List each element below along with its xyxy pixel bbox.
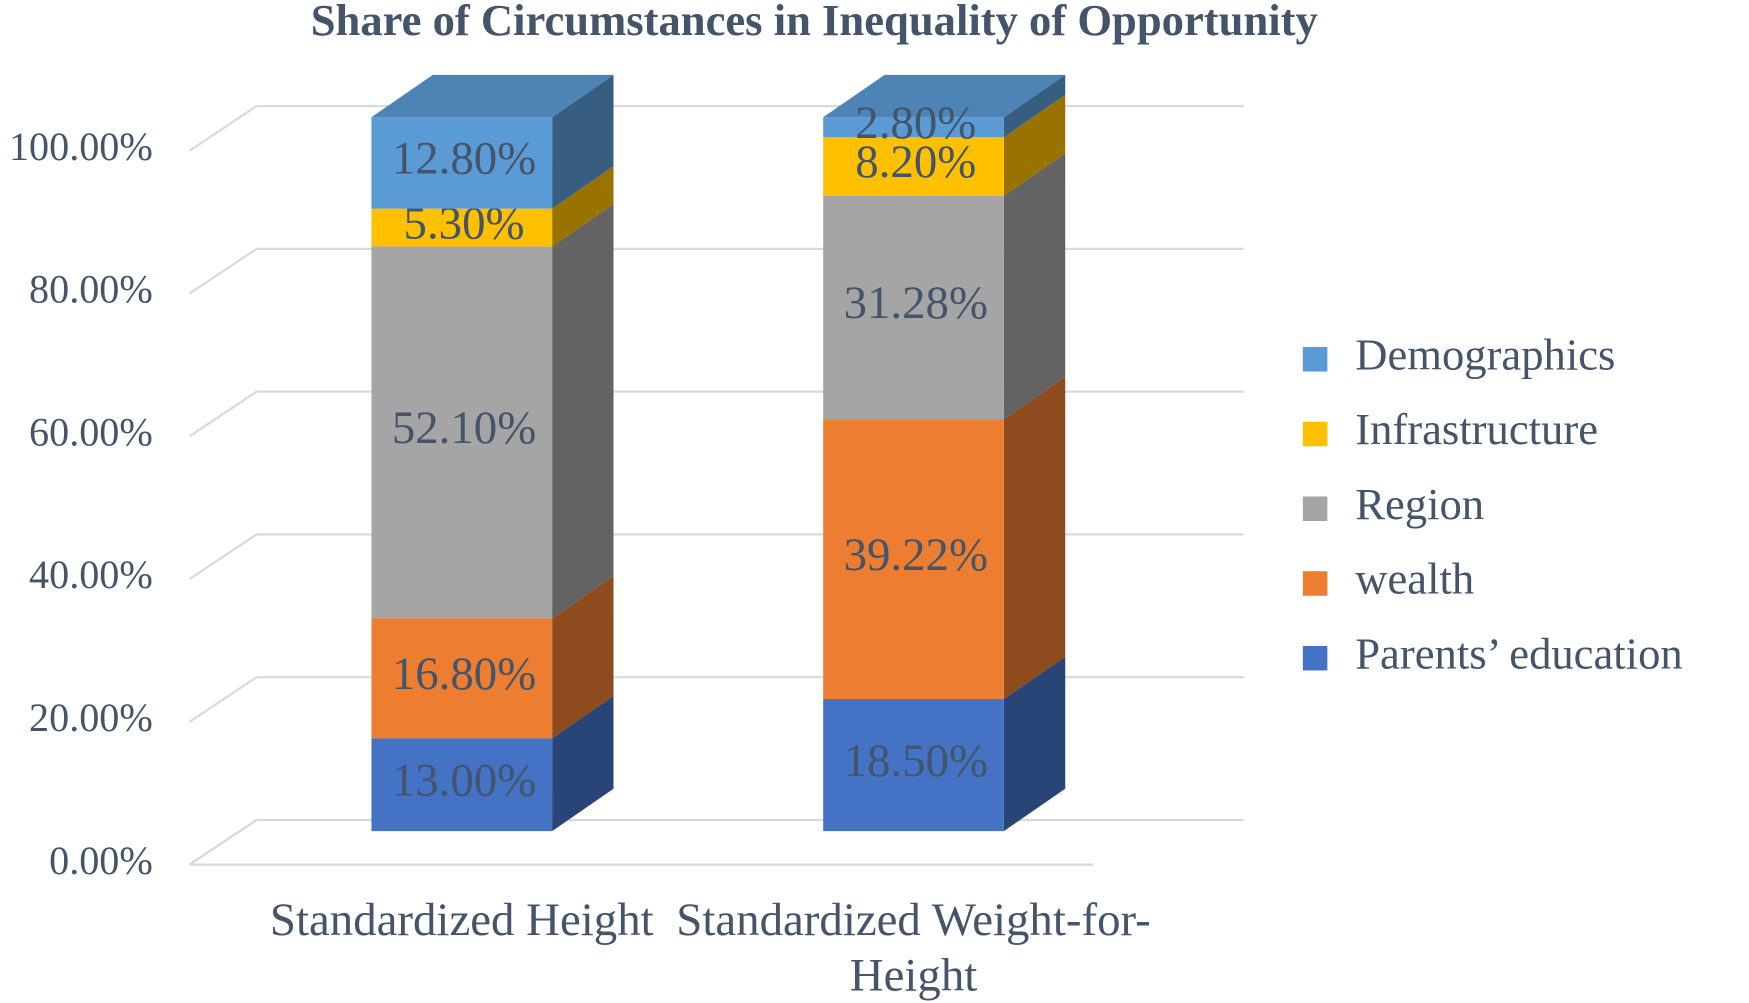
bar-side xyxy=(552,74,614,209)
bar xyxy=(371,117,553,209)
data-label: 31.28% xyxy=(844,277,988,329)
y-tick-label: 20.00% xyxy=(29,695,153,740)
bar-side xyxy=(1003,376,1066,700)
legend-label: wealth xyxy=(1355,554,1474,604)
x-tick-label: Standardized Weight-for-Height xyxy=(676,894,1151,1002)
data-label: 52.10% xyxy=(392,402,536,454)
grid-line-side xyxy=(189,819,258,866)
legend-label: Demographics xyxy=(1355,330,1615,380)
legend-swatch xyxy=(1302,571,1328,596)
bar xyxy=(823,699,1004,832)
bar-side xyxy=(552,166,614,247)
grid-line-side xyxy=(189,676,258,723)
x-tick-label-box: Standardized Weight-for-Height xyxy=(676,894,1151,1002)
grid-line-side xyxy=(189,247,258,295)
bar-side xyxy=(552,575,614,739)
data-label: 2.80% xyxy=(855,97,976,149)
data-label: 16.80% xyxy=(392,648,536,700)
bar xyxy=(371,738,553,832)
bar xyxy=(823,419,1004,700)
data-label: 39.22% xyxy=(844,529,988,581)
legend-swatch xyxy=(1302,421,1328,447)
bar-top xyxy=(371,74,614,118)
bar xyxy=(823,195,1004,420)
data-label: 18.50% xyxy=(844,735,988,787)
y-tick-label: 40.00% xyxy=(29,552,153,597)
data-label: 12.80% xyxy=(392,133,536,185)
bar-top xyxy=(823,74,1066,118)
bar-side xyxy=(1003,656,1066,832)
grid-line-side xyxy=(189,533,258,580)
y-tick-label: 80.00% xyxy=(29,267,153,312)
bar xyxy=(371,618,553,739)
bar xyxy=(371,208,553,247)
legend-swatch xyxy=(1302,645,1328,671)
legend-label: Infrastructure xyxy=(1355,404,1598,454)
y-tick-label: 0.00% xyxy=(49,838,153,883)
bar-side xyxy=(552,695,614,832)
x-tick-label-box: Standardized Height xyxy=(269,894,654,947)
data-label: 13.00% xyxy=(392,754,536,806)
data-label: 8.20% xyxy=(855,136,976,188)
legend-label: Region xyxy=(1355,479,1484,529)
bar xyxy=(371,246,553,619)
legend-label: Parents’ education xyxy=(1355,628,1682,678)
grid-line-side xyxy=(189,105,258,152)
chart-title: Share of Circumstances in Inequality of … xyxy=(311,0,1318,45)
y-tick-label: 100.00% xyxy=(9,124,153,169)
legend-swatch xyxy=(1302,347,1328,372)
bar-side xyxy=(1003,94,1066,196)
bar-side xyxy=(1003,74,1066,138)
bar-side xyxy=(1003,153,1066,420)
bar xyxy=(823,137,1004,196)
bar-side xyxy=(552,204,614,619)
y-tick-label: 60.00% xyxy=(29,409,153,454)
x-tick-label: Standardized Height xyxy=(269,894,654,947)
bar xyxy=(823,117,1004,138)
grid-line-side xyxy=(189,390,258,438)
legend-swatch xyxy=(1302,496,1328,522)
